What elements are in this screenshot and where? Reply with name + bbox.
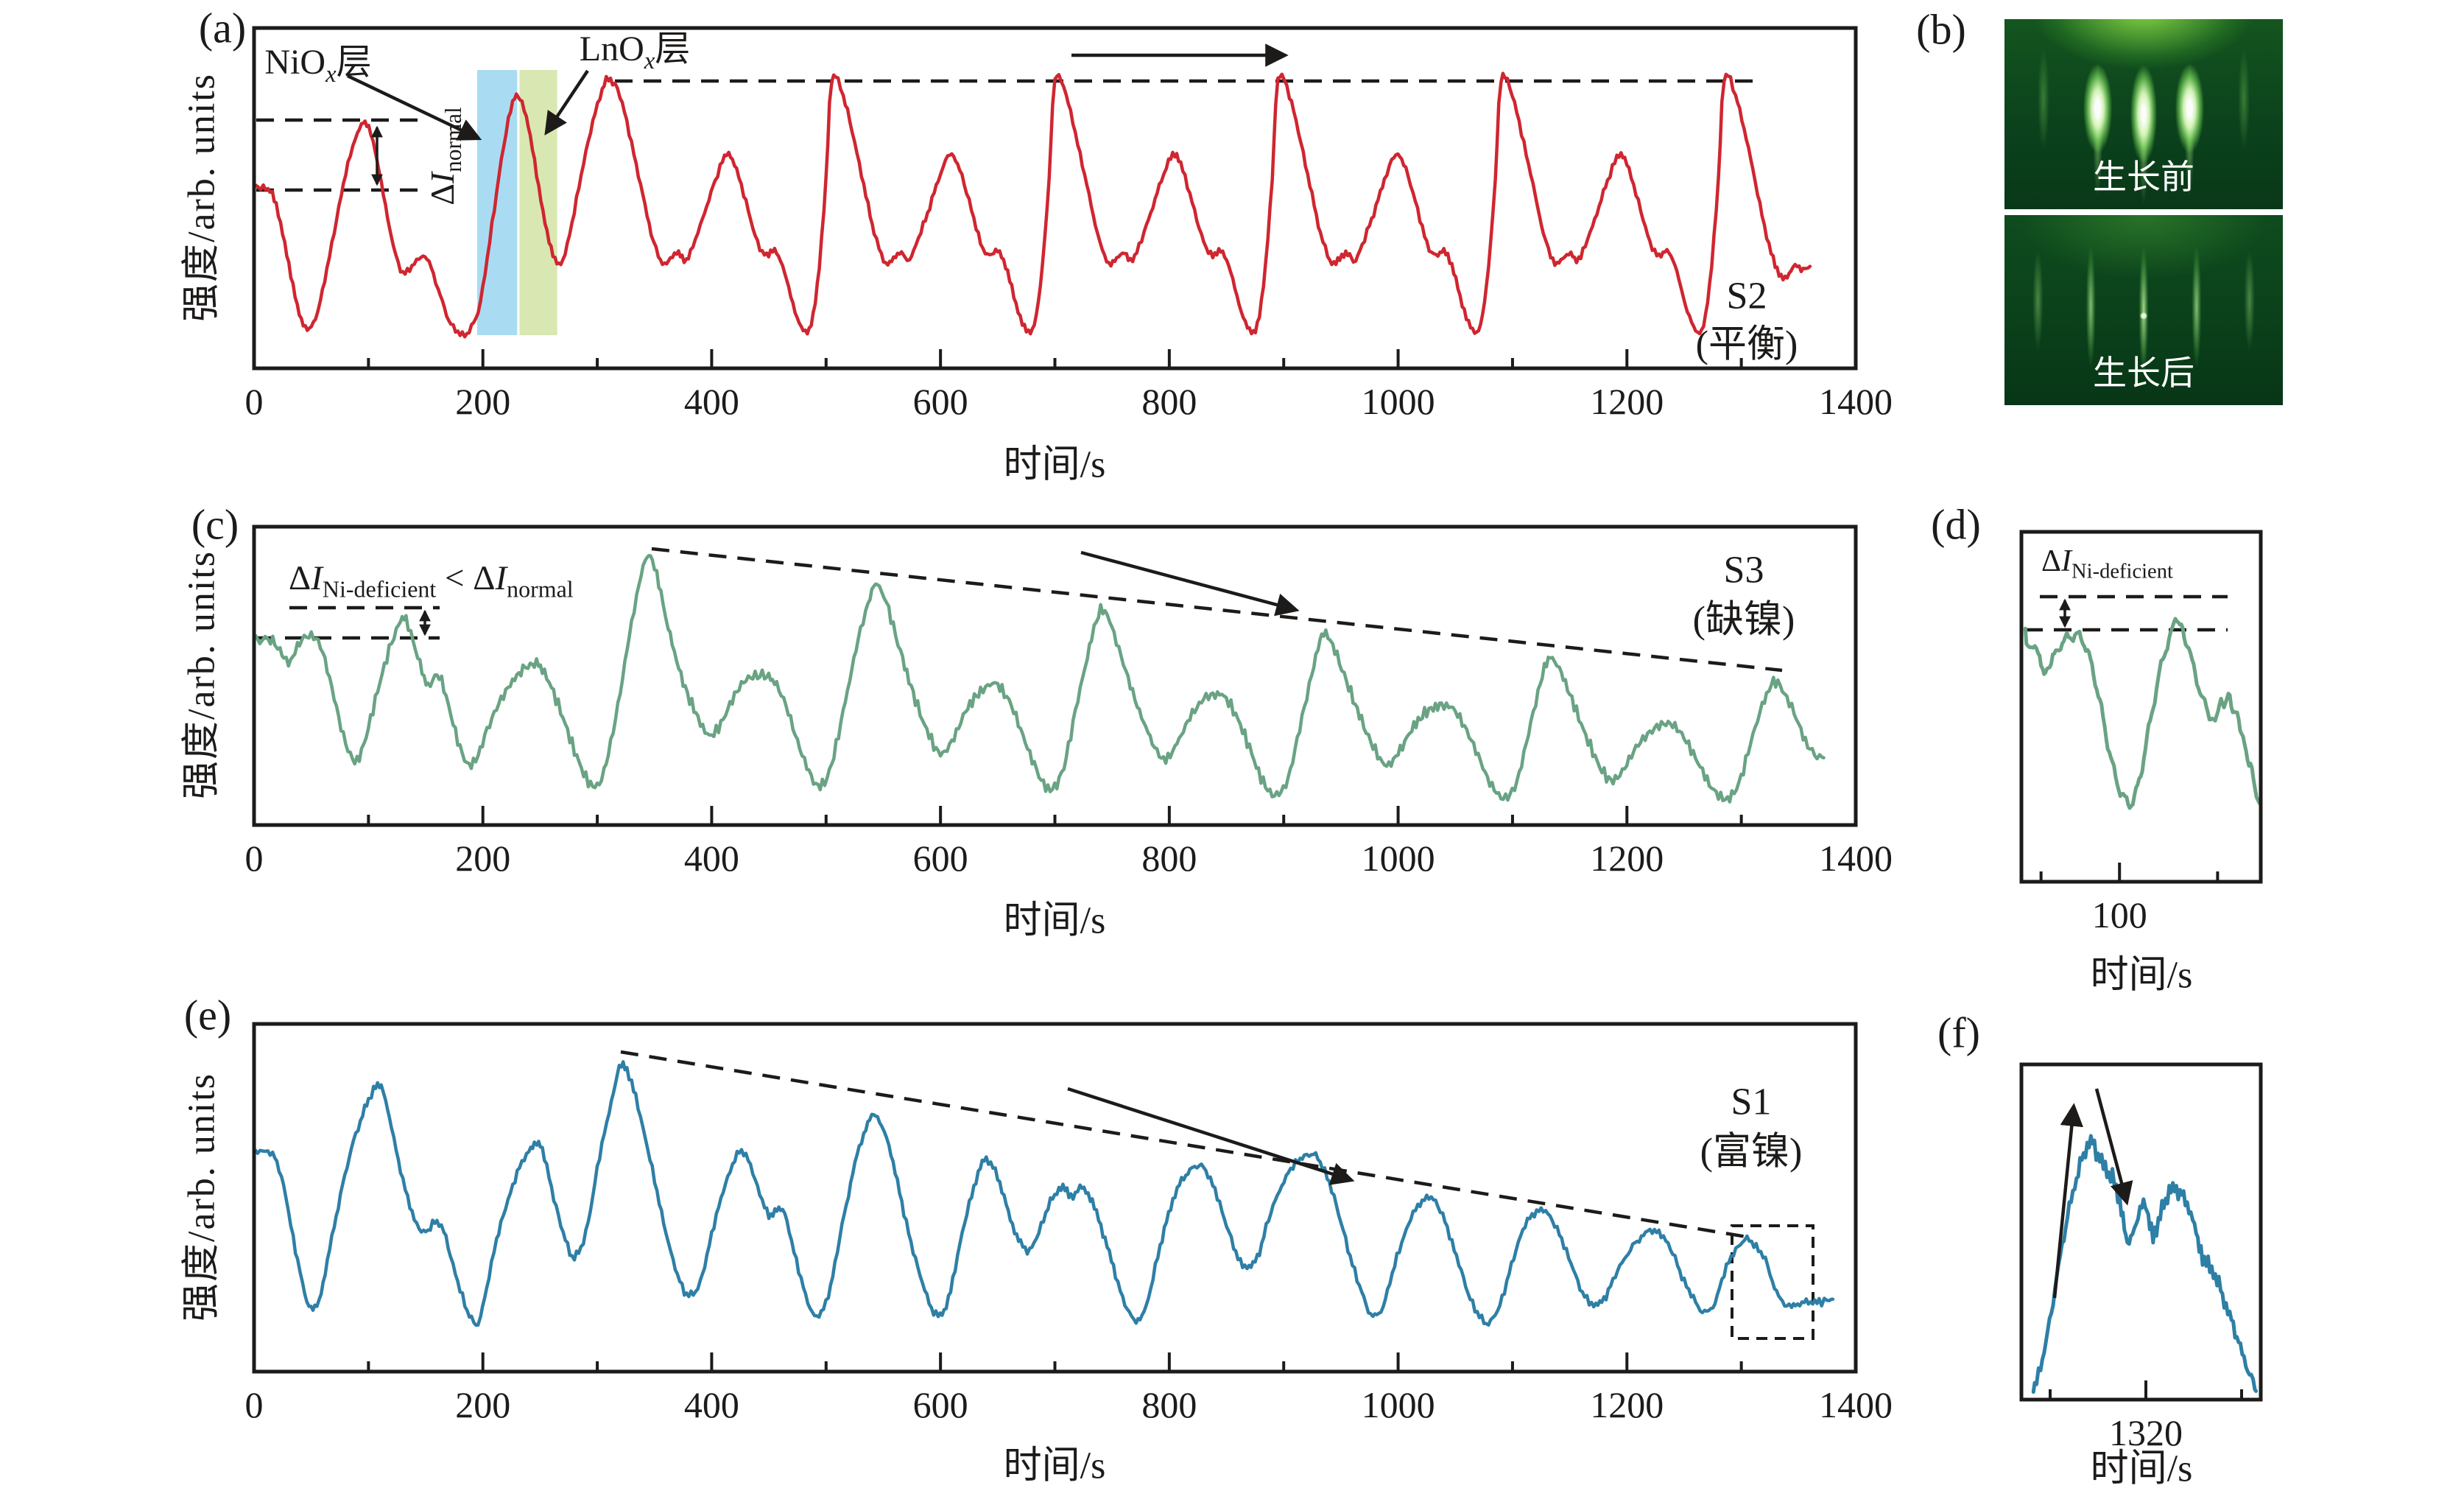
panel-e-tick-label-200: 200 bbox=[455, 1384, 511, 1425]
delta-i-ni-deficient-label: ΔINi-deficient bbox=[2041, 544, 2173, 583]
panel-c-arrow-1 bbox=[1080, 550, 1300, 617]
sample-s1-id: S1 bbox=[1731, 1081, 1772, 1123]
panel-c-y-axis-title: 强度/arb. units bbox=[180, 550, 223, 799]
niox-layer-label: NiOx层 bbox=[264, 43, 372, 88]
panel-a-arrow-1 bbox=[347, 74, 482, 141]
panel-c-tick-label-1400: 1400 bbox=[1819, 838, 1893, 879]
panel-a-tick-label-400: 400 bbox=[683, 381, 739, 422]
panel-a-tick-label-1400: 1400 bbox=[1819, 381, 1893, 422]
panel-c-label: (c) bbox=[191, 500, 239, 549]
panel-a-tick-label-0: 0 bbox=[244, 381, 264, 422]
panel-e-dashed-box bbox=[1731, 1224, 1814, 1340]
rheed-after-caption: 生长后 bbox=[2093, 354, 2194, 392]
panel-d-plot bbox=[2019, 530, 2263, 884]
panel-c-tick-label-600: 600 bbox=[912, 838, 968, 879]
panel-d-label: (d) bbox=[1931, 500, 1981, 549]
panel-e-dashed-guide-0 bbox=[620, 1050, 1752, 1240]
delta-i-comparison-label: ΔINi-deficient < ΔInormal bbox=[289, 559, 574, 603]
panel-a-arrow-2 bbox=[544, 69, 589, 136]
panel-e-tick-label-1400: 1400 bbox=[1819, 1384, 1893, 1425]
panel-e-tick-label-800: 800 bbox=[1141, 1384, 1197, 1425]
panel-e-tick-label-1200: 1200 bbox=[1590, 1384, 1664, 1425]
panel-e-label: (e) bbox=[183, 991, 232, 1039]
panel-a-tick-label-200: 200 bbox=[455, 381, 511, 422]
panel-d-curve bbox=[2023, 617, 2263, 810]
panel-d-tick-label-100: 100 bbox=[2091, 894, 2147, 936]
panel-a-tick-label-600: 600 bbox=[912, 381, 968, 422]
rheed-image-before-growth: 生长前 bbox=[2004, 19, 2283, 209]
panel-e-tick-label-0: 0 bbox=[244, 1384, 264, 1425]
rheed-before-caption: 生长前 bbox=[2093, 158, 2194, 196]
panel-a-tick-label-1000: 1000 bbox=[1361, 381, 1435, 422]
panel-f-arrow-0 bbox=[2052, 1103, 2084, 1299]
panel-a-curve bbox=[252, 71, 1812, 339]
panel-c-tick-label-1200: 1200 bbox=[1590, 838, 1664, 879]
lnox-layer-label: LnOx层 bbox=[579, 29, 691, 74]
panel-a-plot bbox=[252, 26, 1858, 371]
panel-e-y-axis-title: 强度/arb. units bbox=[180, 1073, 223, 1322]
panel-f-plot bbox=[2019, 1062, 2263, 1402]
panel-f-x-axis-title: 时间/s bbox=[2090, 1447, 2193, 1488]
panel-e-tick-label-1000: 1000 bbox=[1361, 1384, 1435, 1425]
panel-f-label: (f) bbox=[1937, 1008, 1980, 1057]
panel-e-tick-label-400: 400 bbox=[683, 1384, 739, 1425]
panel-c-tick-label-200: 200 bbox=[455, 838, 511, 879]
sample-s3-tag: (缺镍) bbox=[1692, 599, 1795, 642]
sample-s2-id: S2 bbox=[1726, 275, 1767, 317]
panel-d-x-axis-title: 时间/s bbox=[2090, 954, 2193, 997]
panel-c-curve bbox=[252, 553, 1826, 804]
sample-s2-tag: (平衡) bbox=[1695, 323, 1798, 366]
panel-c-tick-label-0: 0 bbox=[244, 838, 264, 879]
panel-d-frame bbox=[2019, 530, 2263, 884]
panel-e-arrow-0 bbox=[1067, 1087, 1355, 1185]
panel-c-tick-label-800: 800 bbox=[1141, 838, 1197, 879]
panel-b-label: (b) bbox=[1916, 5, 1966, 54]
delta-i-normal-label: ΔInormal bbox=[423, 107, 467, 206]
panel-e-curve bbox=[252, 1060, 1835, 1327]
panel-c-dashed-guide-2 bbox=[651, 547, 1783, 673]
panel-a-tick-label-800: 800 bbox=[1141, 381, 1197, 422]
panel-a-tick-label-1200: 1200 bbox=[1590, 381, 1664, 422]
panel-f-curve bbox=[2031, 1134, 2258, 1394]
panel-c-tick-label-1000: 1000 bbox=[1361, 838, 1435, 879]
sample-s1-tag: (富镍) bbox=[1700, 1131, 1803, 1173]
panel-c-x-axis-title: 时间/s bbox=[1003, 899, 1106, 942]
panel-c-plot bbox=[252, 524, 1858, 827]
panel-f-arrow-1 bbox=[2094, 1088, 2133, 1206]
panel-a-x-axis-title: 时间/s bbox=[1003, 443, 1106, 486]
panel-a-y-axis-title: 强度/arb. units bbox=[180, 73, 223, 322]
panel-f-tick-label-1320: 1320 bbox=[2109, 1412, 2183, 1453]
panel-f-frame bbox=[2019, 1062, 2263, 1402]
panel-e-plot bbox=[252, 1022, 1858, 1374]
rheed-image-after-growth: 生长后 bbox=[2004, 215, 2283, 405]
panel-e-x-axis-title: 时间/s bbox=[1003, 1445, 1106, 1487]
sample-s3-id: S3 bbox=[1723, 549, 1764, 592]
panel-c-tick-label-400: 400 bbox=[683, 838, 739, 879]
panel-e-tick-label-600: 600 bbox=[912, 1384, 968, 1425]
panel-a-label: (a) bbox=[198, 4, 247, 52]
